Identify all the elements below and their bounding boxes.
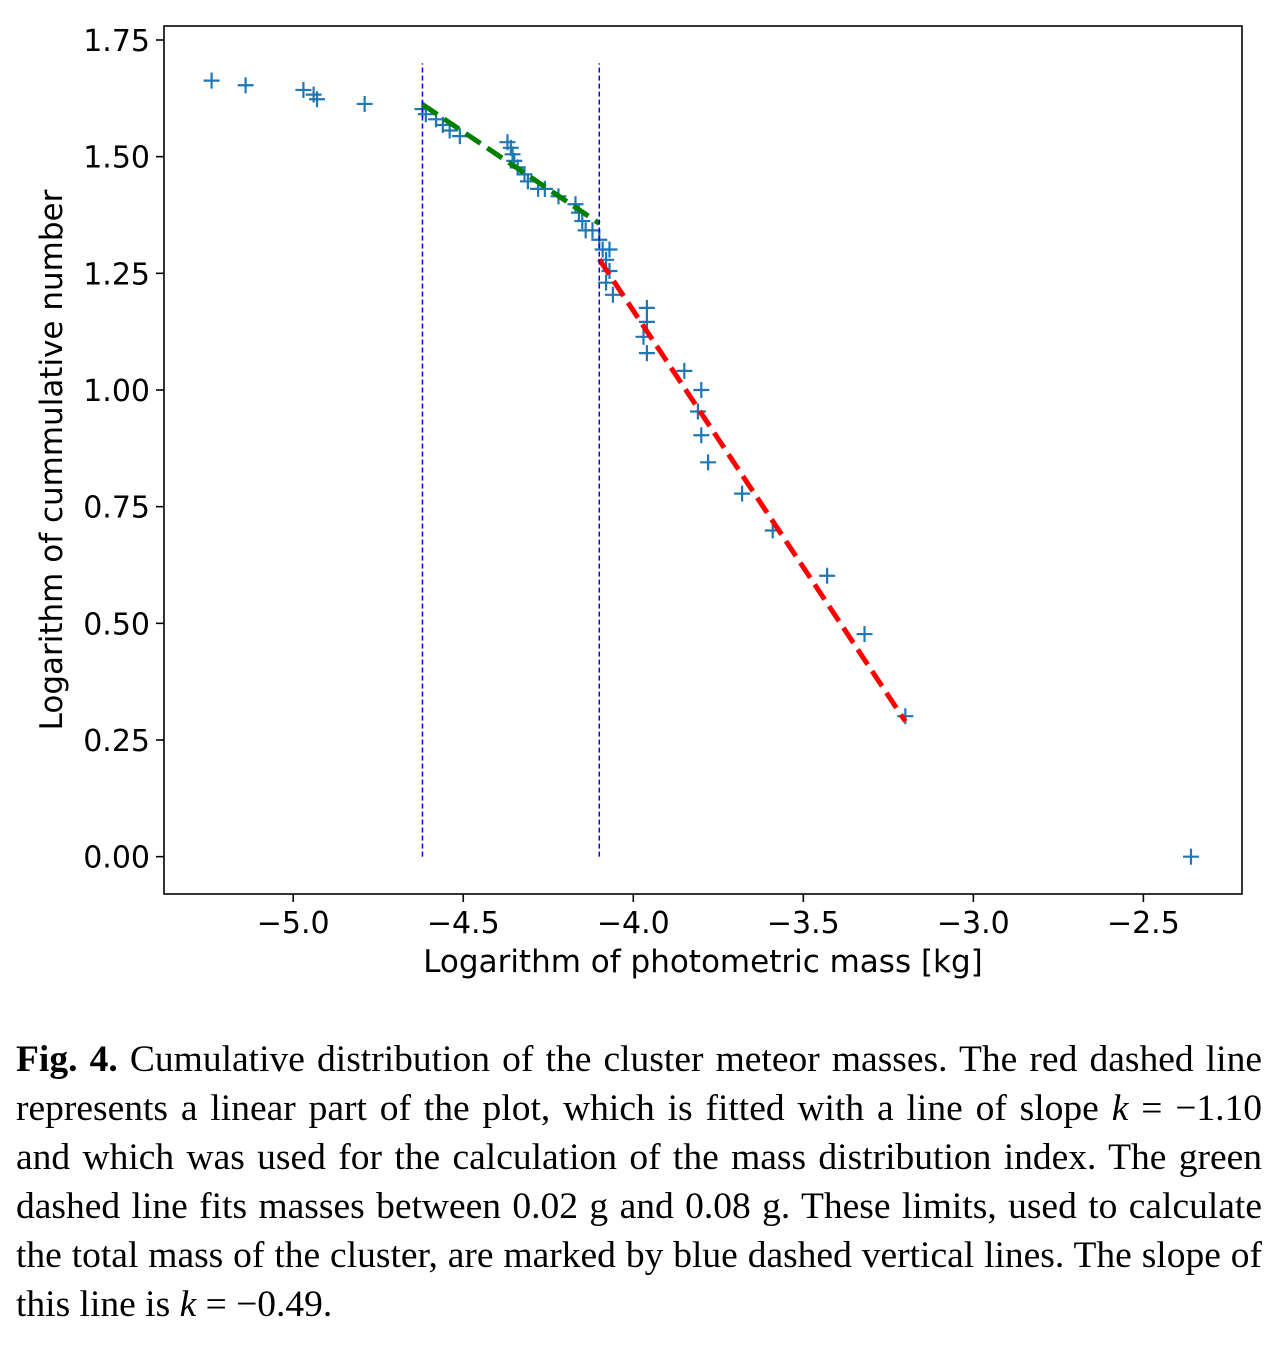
x-axis-title: Logarithm of photometric mass [kg] bbox=[423, 944, 983, 980]
data-point bbox=[237, 77, 254, 94]
x-tick-label: −4.5 bbox=[427, 906, 500, 941]
data-point bbox=[295, 81, 312, 98]
data-point bbox=[516, 166, 533, 183]
y-tick-label: 0.50 bbox=[83, 607, 150, 642]
y-axis: 0.00 0.25 0.50 0.75 1.00 1.25 1.50 1.75 bbox=[83, 24, 164, 876]
y-tick-label: 0.25 bbox=[83, 724, 150, 759]
plot-frame bbox=[163, 25, 1243, 895]
caption-k2-var: k bbox=[179, 1284, 197, 1325]
y-tick-label: 0.00 bbox=[83, 841, 150, 876]
chart: −5.0 −4.5 −4.0 −3.5 −3.0 −2.5 0.00 0.25 0.50 0.7… bbox=[34, 24, 1243, 980]
y-tick-label: 1.25 bbox=[83, 257, 150, 292]
limit-lines bbox=[421, 63, 601, 857]
data-point bbox=[309, 91, 326, 108]
x-tick-label: −3.5 bbox=[767, 906, 840, 941]
x-axis: −5.0 −4.5 −4.0 −3.5 −3.0 −2.5 bbox=[257, 894, 1180, 941]
caption-k1-value: = −1.10 bbox=[1128, 1088, 1262, 1129]
data-point bbox=[584, 222, 601, 239]
data-point bbox=[504, 146, 521, 163]
data-point bbox=[601, 241, 618, 258]
data-point bbox=[604, 286, 621, 303]
caption-text: Cumulative distribution of the cluster m… bbox=[16, 1039, 1262, 1129]
data-point bbox=[638, 345, 655, 362]
x-tick-label: −4.0 bbox=[597, 906, 670, 941]
data-point bbox=[734, 485, 751, 502]
data-point bbox=[203, 72, 220, 89]
figure-caption: Fig. 4. Cumulative distribution of the c… bbox=[16, 1035, 1262, 1329]
data-point bbox=[502, 139, 519, 156]
y-tick-label: 0.75 bbox=[83, 491, 150, 526]
data-point bbox=[700, 454, 717, 471]
fit-line-1 bbox=[421, 102, 601, 226]
y-tick-label: 1.50 bbox=[83, 141, 150, 176]
data-point bbox=[819, 567, 836, 584]
caption-label: Fig. 4. bbox=[16, 1039, 118, 1080]
x-tick-label: −2.5 bbox=[1107, 906, 1180, 941]
fit-lines bbox=[421, 102, 908, 723]
data-point bbox=[356, 95, 373, 112]
data-point bbox=[693, 382, 710, 398]
data-point bbox=[638, 299, 655, 316]
data-point bbox=[536, 180, 553, 197]
y-tick-label: 1.75 bbox=[83, 24, 150, 59]
x-tick-label: −3.0 bbox=[937, 906, 1010, 941]
y-tick-label: 1.00 bbox=[83, 374, 150, 409]
data-point bbox=[598, 274, 615, 291]
fit-line-2 bbox=[597, 257, 908, 723]
data-point bbox=[689, 403, 706, 420]
data-point bbox=[574, 213, 591, 230]
caption-text-2: and which was used for the calculation o… bbox=[16, 1137, 1262, 1325]
data-point bbox=[1182, 848, 1199, 865]
caption-k1-var: k bbox=[1111, 1088, 1129, 1129]
x-tick-label: −5.0 bbox=[257, 906, 330, 941]
y-axis-title: Logarithm of cummulative number bbox=[34, 189, 70, 730]
data-point bbox=[676, 362, 693, 379]
data-point bbox=[856, 626, 873, 643]
data-point bbox=[693, 427, 710, 444]
caption-k2-value: = −0.49. bbox=[196, 1284, 333, 1325]
